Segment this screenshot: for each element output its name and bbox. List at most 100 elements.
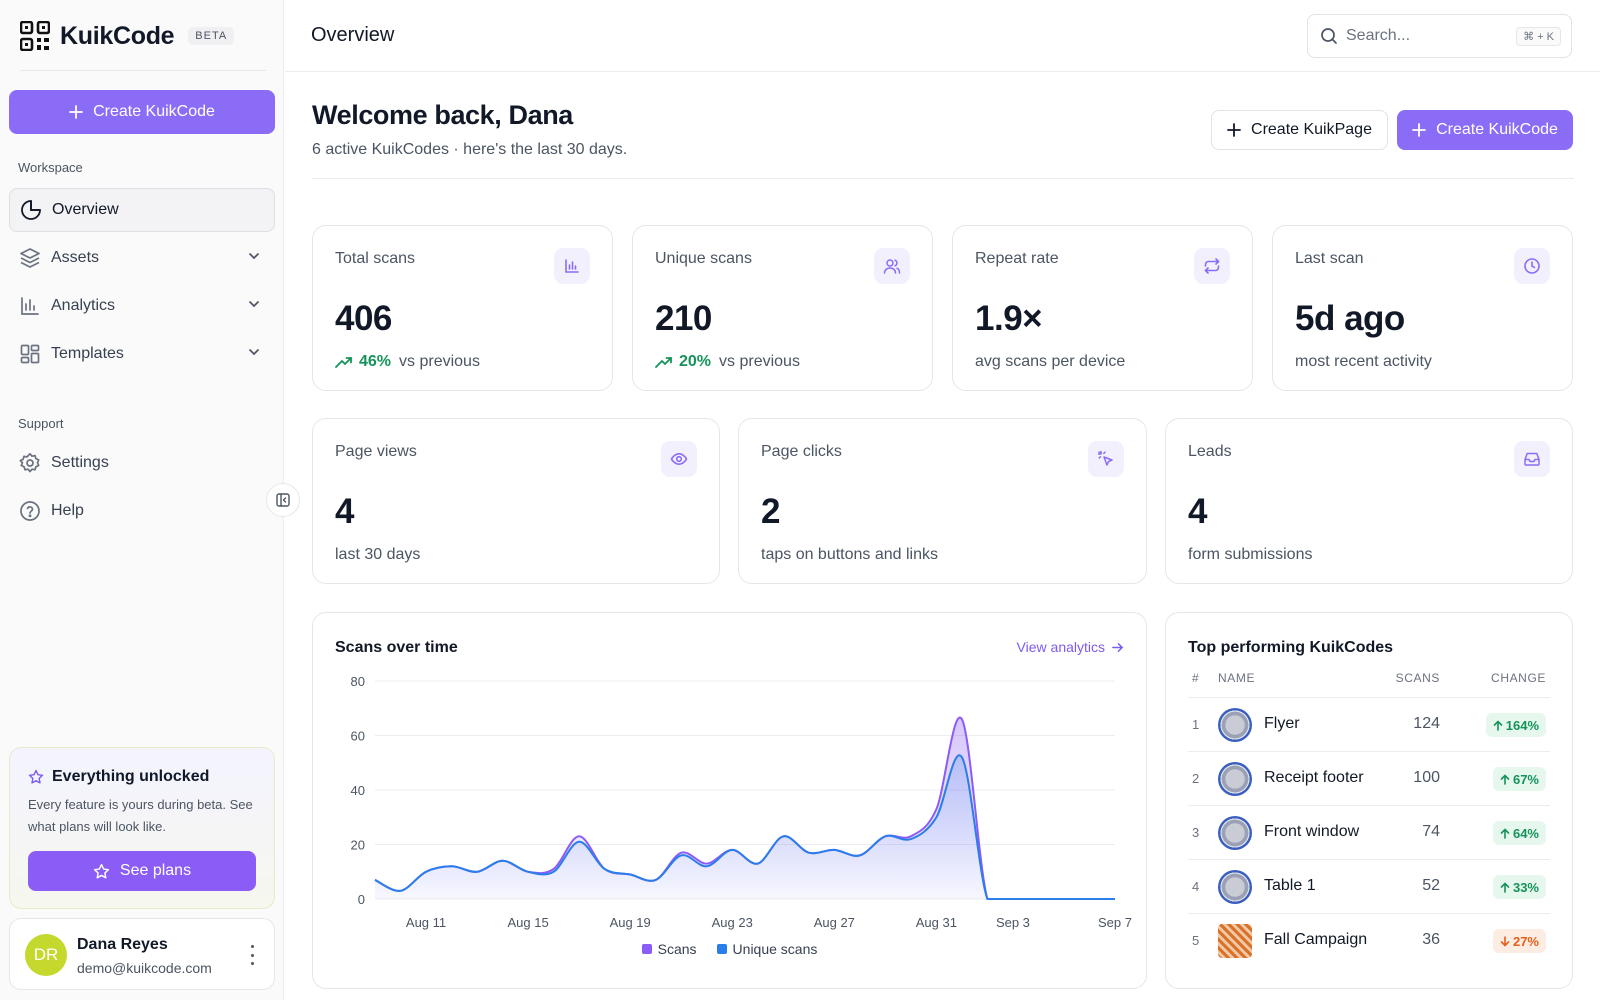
stat-value: 5d ago xyxy=(1295,299,1405,338)
arrow-up-icon xyxy=(1493,719,1503,731)
sidebar-item-help[interactable]: Help xyxy=(9,489,275,533)
change-value: 67% xyxy=(1512,771,1539,787)
table-row[interactable]: 5 Fall Campaign 36 27% xyxy=(1188,913,1550,967)
sidebar-item-overview[interactable]: Overview xyxy=(9,188,275,232)
legend-item-scans: Scans xyxy=(641,941,697,957)
sidebar: KuikCode BETA Create KuikCode Workspace … xyxy=(0,0,284,1000)
stat-value: 2 xyxy=(761,492,780,531)
search-input[interactable]: Search... ⌘ + K xyxy=(1307,14,1572,58)
chart-legend: Scans Unique scans xyxy=(313,941,1146,957)
sidebar-item-assets[interactable]: Assets xyxy=(9,236,275,280)
avatar: DR xyxy=(25,934,67,976)
row-scans: 100 xyxy=(1413,769,1440,786)
qr-logo-icon xyxy=(20,21,50,51)
legend-swatch xyxy=(641,944,652,954)
see-plans-button[interactable]: See plans xyxy=(28,851,256,891)
upgrade-title-text: Everything unlocked xyxy=(52,768,210,785)
view-analytics-link[interactable]: View analytics xyxy=(1017,639,1124,655)
upgrade-description: Every feature is yours during beta. See … xyxy=(28,797,253,834)
bar-chart-icon xyxy=(19,295,41,317)
legend-label: Unique scans xyxy=(732,941,818,957)
clock-icon xyxy=(1514,248,1550,284)
table-row[interactable]: 1 Flyer 124 164% xyxy=(1188,697,1550,751)
stat-value: 210 xyxy=(655,299,712,338)
user-card[interactable]: DR Dana Reyes demo@kuikcode.com xyxy=(9,918,275,990)
brand[interactable]: KuikCode BETA xyxy=(20,20,266,52)
qr-thumbnail xyxy=(1218,708,1252,742)
create-kuikcode-header-button[interactable]: Create KuikCode xyxy=(1397,110,1573,150)
stat-label: Repeat rate xyxy=(975,250,1059,267)
qr-thumbnail xyxy=(1218,762,1252,796)
create-kuikcode-button[interactable]: Create KuikCode xyxy=(9,90,275,134)
arrow-right-icon xyxy=(1112,642,1124,652)
see-plans-label: See plans xyxy=(119,862,192,879)
table-row[interactable]: 4 Table 1 52 33% xyxy=(1188,859,1550,913)
stat-card-leads: Leads 4 form submissions xyxy=(1165,418,1573,584)
users-icon xyxy=(874,248,910,284)
create-kuikcode-label: Create KuikCode xyxy=(93,103,215,120)
arrow-up-icon xyxy=(1500,827,1510,839)
stat-trend-label: vs previous xyxy=(399,353,480,370)
create-kuikpage-button[interactable]: Create KuikPage xyxy=(1211,110,1388,150)
stat-card-total-scans: Total scans 406 46% vs previous xyxy=(312,225,613,391)
change-badge: 67% xyxy=(1492,767,1546,791)
stat-value: 406 xyxy=(335,299,392,338)
row-scans: 36 xyxy=(1422,931,1440,948)
stat-card-unique-scans: Unique scans 210 20% vs previous xyxy=(632,225,933,391)
layers-icon xyxy=(19,247,41,269)
series-line-unique-scans xyxy=(374,754,1115,900)
brand-name: KuikCode xyxy=(60,21,175,50)
stat-card-repeat-rate: Repeat rate 1.9× avg scans per device xyxy=(952,225,1253,391)
stat-label: Total scans xyxy=(335,250,416,267)
arrow-down-icon xyxy=(1500,935,1510,947)
qr-thumbnail xyxy=(1218,924,1252,958)
x-tick-label: Sep 3 xyxy=(996,915,1030,930)
sidebar-item-label: Help xyxy=(51,502,84,519)
sidebar-item-templates[interactable]: Templates xyxy=(9,332,275,376)
row-rank: 5 xyxy=(1192,933,1200,948)
change-value: 64% xyxy=(1512,825,1539,841)
col-change: CHANGE xyxy=(1491,671,1546,685)
plus-icon xyxy=(69,105,83,119)
chevron-down-icon xyxy=(249,349,259,356)
sidebar-item-settings[interactable]: Settings xyxy=(9,441,275,485)
collapse-sidebar-button[interactable] xyxy=(266,483,300,517)
divider xyxy=(312,178,1574,179)
star-icon xyxy=(93,863,110,879)
create-kuikcode-header-label: Create KuikCode xyxy=(1436,121,1558,138)
more-vertical-icon[interactable] xyxy=(244,945,260,965)
table-header: # NAME SCANS CHANGE xyxy=(1188,671,1550,701)
row-scans: 124 xyxy=(1413,715,1440,732)
arrow-up-icon xyxy=(1500,773,1510,785)
qr-thumbnail xyxy=(1218,870,1252,904)
row-rank: 2 xyxy=(1192,771,1200,786)
search-icon xyxy=(1321,28,1337,44)
view-analytics-label: View analytics xyxy=(1016,639,1105,655)
stat-trend: 20% vs previous xyxy=(655,353,800,371)
row-scans: 74 xyxy=(1422,823,1440,840)
qr-thumbnail xyxy=(1218,816,1252,850)
legend-swatch xyxy=(716,944,727,954)
arrow-up-icon xyxy=(1500,881,1510,893)
help-circle-icon xyxy=(19,500,41,522)
workspace-label: Workspace xyxy=(18,160,83,175)
row-name: Fall Campaign xyxy=(1264,931,1368,948)
sidebar-item-analytics[interactable]: Analytics xyxy=(9,284,275,328)
pie-chart-icon xyxy=(20,199,42,221)
trending-up-icon xyxy=(655,357,672,368)
trending-up-icon xyxy=(335,357,352,368)
sidebar-item-label: Settings xyxy=(51,454,109,471)
scans-chart-card: Scans over time View analytics 0 20 40 60 80… xyxy=(312,612,1147,989)
x-tick-label: Aug 23 xyxy=(712,915,753,930)
inbox-icon xyxy=(1514,441,1550,477)
table-row[interactable]: 2 Receipt footer 100 67% xyxy=(1188,751,1550,805)
sidebar-item-label: Analytics xyxy=(51,297,116,314)
legend-label: Scans xyxy=(657,941,697,957)
x-tick-label: Aug 27 xyxy=(814,915,855,930)
stat-description: taps on buttons and links xyxy=(761,546,939,563)
table-row[interactable]: 3 Front window 74 64% xyxy=(1188,805,1550,859)
change-value: 164% xyxy=(1505,717,1539,733)
layout-grid-icon xyxy=(19,343,41,365)
change-badge: 33% xyxy=(1492,875,1546,899)
keyboard-shortcut: ⌘ + K xyxy=(1516,27,1561,46)
